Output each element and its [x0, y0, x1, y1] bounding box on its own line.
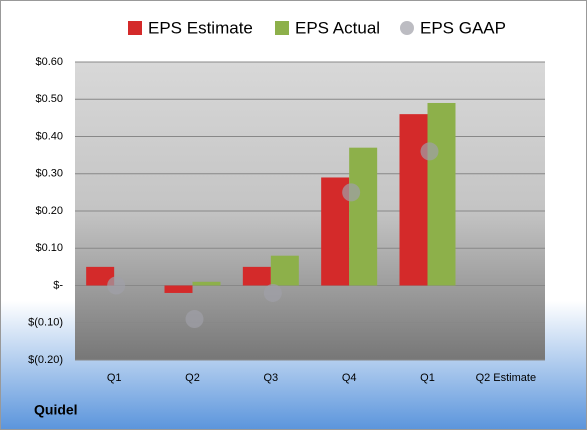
y-tick-label: $0.10 — [35, 242, 63, 254]
legend-label: EPS GAAP — [420, 18, 506, 37]
gaap-point — [263, 283, 282, 302]
bar — [164, 285, 193, 293]
gaap-point — [185, 310, 204, 329]
y-tick-label: $0.50 — [35, 93, 63, 105]
bar — [242, 266, 271, 286]
x-tick-label: Q4 — [342, 372, 357, 384]
y-tick-label: $0.20 — [35, 205, 63, 217]
y-tick-label: $(0.10) — [28, 317, 63, 329]
bar — [192, 281, 221, 286]
y-tick-label: $0.40 — [35, 130, 63, 142]
x-tick-label: Q1 — [420, 372, 435, 384]
y-tick-label: $0.30 — [35, 168, 63, 180]
gaap-point — [342, 183, 361, 202]
y-tick-label: $0.60 — [35, 56, 63, 68]
y-tick-label: $- — [53, 279, 63, 291]
legend-label: EPS Estimate — [148, 18, 253, 37]
legend-marker — [275, 21, 289, 35]
legend-marker — [400, 21, 414, 35]
x-tick-label: Q2 Estimate — [476, 372, 537, 384]
bar — [270, 255, 299, 286]
legend-label: EPS Actual — [295, 18, 380, 37]
y-tick-label: $(0.20) — [28, 354, 63, 366]
bar — [349, 147, 378, 286]
gaap-point — [420, 142, 439, 161]
bar — [86, 266, 115, 286]
bar — [427, 102, 456, 286]
bar — [399, 114, 428, 286]
legend-marker — [128, 21, 142, 35]
x-tick-label: Q2 — [185, 372, 200, 384]
x-tick-label: Q3 — [263, 372, 278, 384]
x-tick-label: Q1 — [107, 372, 122, 384]
gaap-point — [107, 276, 126, 295]
chart-title: Quidel — [34, 402, 78, 418]
